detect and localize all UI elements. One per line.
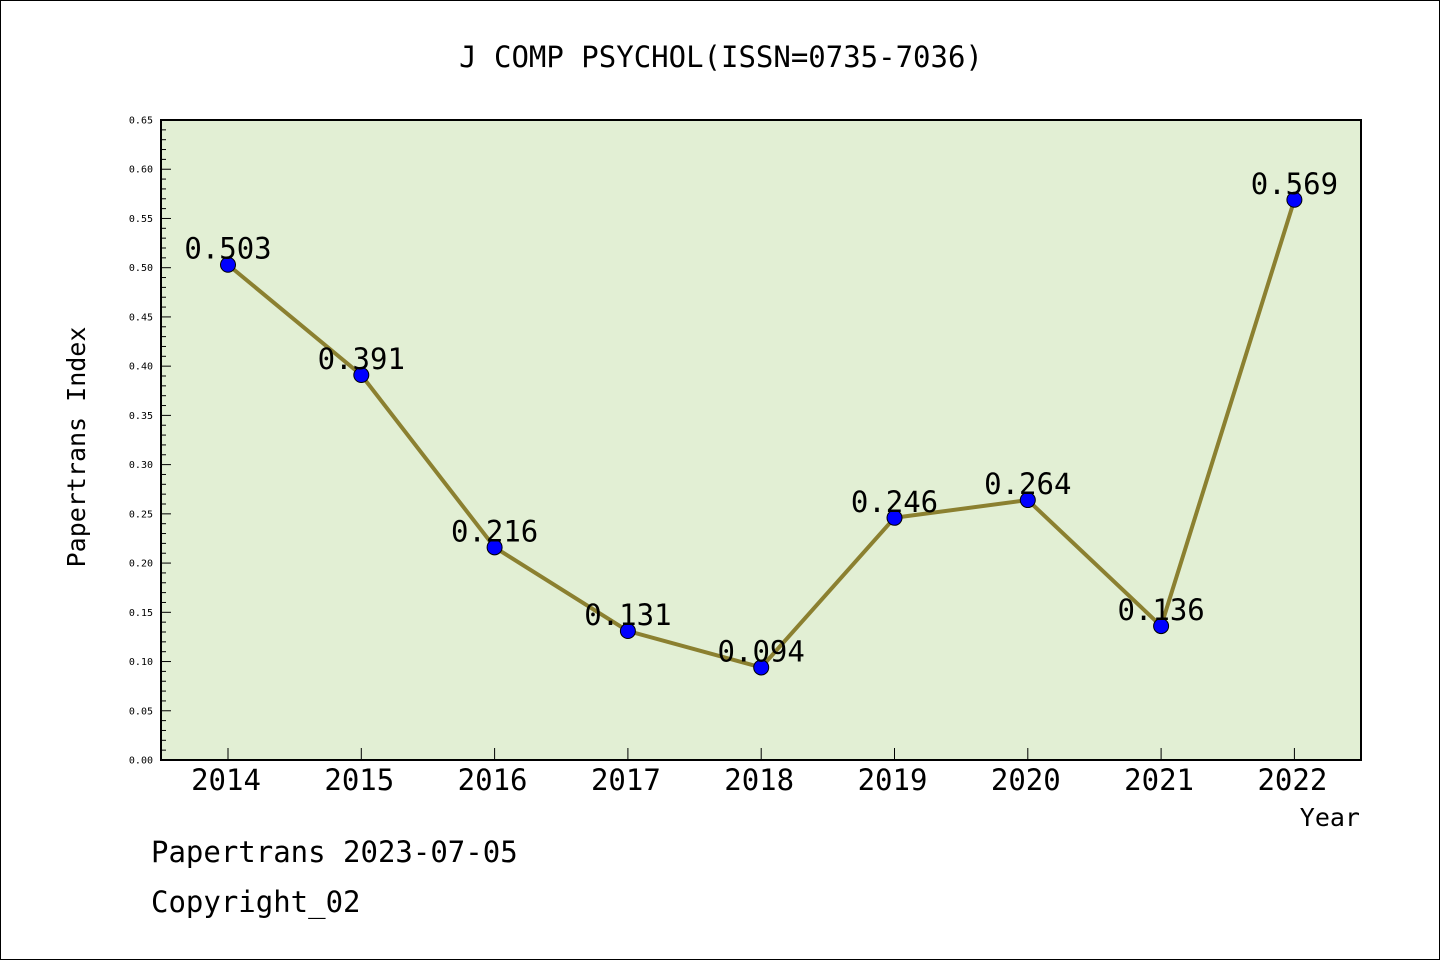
footer-date: Papertrans 2023-07-05	[151, 835, 518, 869]
x-tick-label: 2015	[324, 763, 394, 797]
y-tick-label: 0.65	[129, 116, 153, 127]
data-point	[1286, 191, 1303, 208]
y-axis-label: Papertrans Index	[62, 327, 91, 568]
x-tick-label: 2017	[591, 763, 661, 797]
y-tick-label: 0.10	[129, 657, 153, 668]
data-label: 0.391	[318, 342, 405, 376]
y-tick-label: 0.35	[129, 411, 153, 422]
y-tick-label: 0.50	[129, 263, 153, 274]
data-label: 0.136	[1117, 593, 1204, 627]
data-label: 0.503	[184, 232, 271, 266]
data-labels: 0.503 0.391 0.216 0.131 0.094 0.246 0.264 0.136…	[184, 167, 1338, 669]
x-axis-ticks: 2014 2015 2016 2017 2018 2019 2020 2021 2022	[191, 748, 1327, 797]
data-label: 0.094	[718, 634, 805, 668]
y-tick-label: 0.20	[129, 559, 153, 570]
data-point	[1019, 492, 1036, 509]
x-tick-label: 2018	[724, 763, 794, 797]
data-point	[619, 623, 636, 640]
data-point	[486, 539, 503, 556]
y-tick-label: 0.00	[129, 756, 153, 767]
footer-copyright: Copyright_02	[151, 885, 361, 919]
data-point	[1153, 618, 1170, 635]
data-label: 0.246	[851, 485, 938, 519]
y-tick-label: 0.45	[129, 312, 153, 323]
x-tick-label: 2016	[458, 763, 528, 797]
x-tick-label: 2020	[991, 763, 1061, 797]
data-point	[220, 256, 236, 273]
x-tick-label: 2014	[191, 763, 261, 797]
data-point	[353, 367, 370, 384]
x-tick-label: 2022	[1257, 763, 1327, 797]
data-label: 0.264	[984, 467, 1071, 501]
y-tick-label: 0.05	[129, 706, 153, 717]
x-axis-label: Year	[1300, 803, 1360, 832]
y-tick-label: 0.30	[129, 460, 153, 471]
data-label: 0.131	[584, 598, 671, 632]
data-label: 0.216	[451, 514, 538, 548]
data-point	[753, 659, 770, 676]
plot-area	[160, 119, 1362, 761]
y-axis-ticks: 0.00 0.05 0.10 0.15 0.20 0.25 0.30 0.35 0.40 0.45…	[129, 116, 171, 767]
x-tick-label: 2019	[858, 763, 928, 797]
y-tick-label: 0.15	[129, 608, 153, 619]
y-tick-label: 0.60	[129, 165, 153, 176]
data-point	[886, 509, 903, 526]
y-tick-label: 0.55	[129, 214, 153, 225]
series-layer	[220, 191, 1303, 676]
x-tick-label: 2021	[1124, 763, 1194, 797]
y-tick-label: 0.40	[129, 362, 153, 373]
data-label: 0.569	[1251, 167, 1338, 201]
y-tick-label: 0.25	[129, 509, 153, 520]
chart-title: J COMP PSYCHOL(ISSN=0735-7036)	[459, 40, 983, 74]
